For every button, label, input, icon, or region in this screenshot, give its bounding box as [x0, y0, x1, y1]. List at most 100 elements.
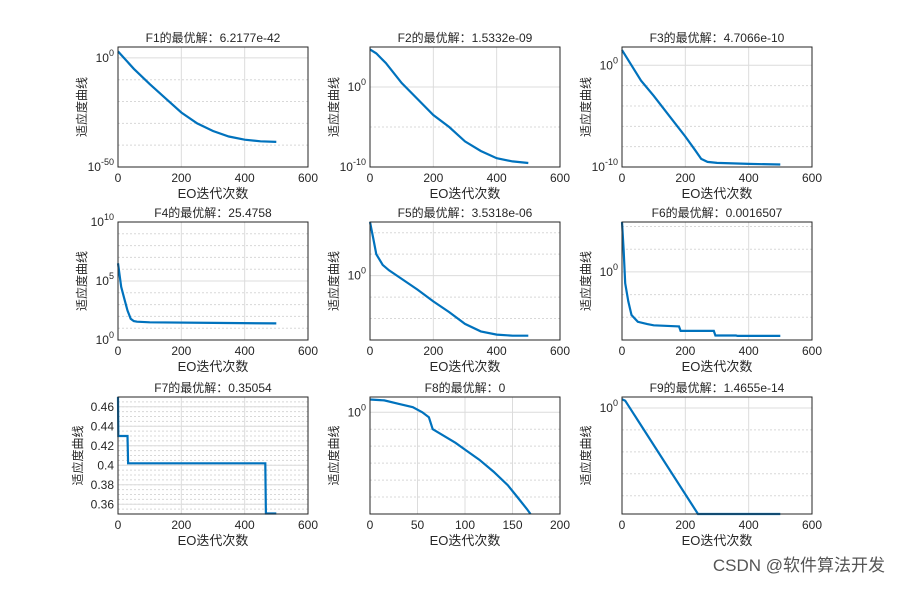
- y-tick-label: 100: [600, 262, 618, 279]
- x-axis-label: EO迭代次数: [682, 533, 753, 548]
- plot-area: [370, 222, 560, 340]
- plot-area: [118, 47, 308, 167]
- fitness-curve: [368, 221, 529, 337]
- y-axis-label: 适应度曲线: [70, 425, 85, 485]
- subplot-title: F5的最优解：3.5318e-06: [398, 205, 533, 220]
- subplot-1: 0 200 400 600 10-50 100 F1的最优解：6.2177e-42 EO迭代次…: [74, 30, 318, 201]
- x-tick-label: 600: [298, 344, 318, 358]
- y-tick-label: 10-10: [592, 157, 618, 174]
- x-tick-label: 400: [235, 344, 255, 358]
- y-tick-label: 100: [600, 55, 618, 72]
- plot-area: [622, 47, 812, 167]
- axes-box: [117, 221, 309, 341]
- x-tick-label: 200: [423, 344, 443, 358]
- y-axis-label: 适应度曲线: [578, 251, 593, 311]
- axes-box: [621, 396, 813, 515]
- y-tick-label: 0.46: [91, 400, 115, 414]
- y-axis-label: 适应度曲线: [74, 251, 89, 311]
- axes-box: [117, 46, 309, 168]
- x-tick-label: 200: [675, 344, 695, 358]
- x-tick-label: 0: [367, 171, 374, 185]
- x-tick-label: 600: [802, 518, 822, 532]
- subplot-title: F7的最优解：0.35054: [154, 380, 272, 395]
- y-tick-label: 100: [348, 402, 366, 419]
- subplot-title: F9的最优解：1.4655e-14: [650, 380, 785, 395]
- y-axis-label: 适应度曲线: [578, 77, 593, 137]
- y-tick-label: 0.38: [91, 478, 115, 492]
- x-tick-label: 200: [423, 171, 443, 185]
- x-axis-label: EO迭代次数: [178, 186, 249, 201]
- fitness-curve: [621, 49, 781, 166]
- y-axis-label: 适应度曲线: [326, 251, 341, 311]
- x-axis-label: EO迭代次数: [682, 359, 753, 374]
- y-tick-label: 100: [348, 266, 366, 283]
- x-axis-label: EO迭代次数: [430, 533, 501, 548]
- x-tick-label: 0: [115, 518, 122, 532]
- x-axis-label: EO迭代次数: [430, 359, 501, 374]
- x-tick-label: 0: [619, 171, 626, 185]
- x-tick-label: 400: [235, 171, 255, 185]
- x-tick-label: 200: [675, 171, 695, 185]
- x-tick-label: 400: [739, 171, 759, 185]
- plot-area: [622, 222, 812, 340]
- x-tick-label: 200: [171, 344, 191, 358]
- fitness-curve: [117, 50, 277, 143]
- x-tick-label: 200: [171, 518, 191, 532]
- x-tick-label: 600: [802, 344, 822, 358]
- subplot-title: F1的最优解：6.2177e-42: [146, 30, 281, 45]
- x-tick-label: 600: [550, 344, 570, 358]
- y-axis-label: 适应度曲线: [326, 77, 341, 137]
- axes-box: [621, 221, 813, 341]
- subplot-4: 0 200 400 600 100 105 1010 F4的最优解：25.4758 EO迭代次数…: [74, 205, 318, 374]
- x-tick-label: 0: [115, 171, 122, 185]
- fitness-curve: [369, 398, 532, 515]
- x-axis-label: EO迭代次数: [178, 533, 249, 548]
- x-axis-label: EO迭代次数: [430, 186, 501, 201]
- x-tick-label: 400: [487, 344, 507, 358]
- x-tick-label: 100: [455, 518, 475, 532]
- y-tick-label: 100: [348, 77, 366, 94]
- x-tick-label: 0: [367, 518, 374, 532]
- axes-box: [369, 396, 561, 515]
- x-tick-label: 0: [367, 344, 374, 358]
- x-tick-label: 600: [802, 171, 822, 185]
- x-tick-label: 200: [550, 518, 570, 532]
- x-tick-label: 400: [739, 518, 759, 532]
- x-tick-label: 0: [619, 344, 626, 358]
- axes-box: [621, 46, 813, 168]
- x-tick-label: 200: [675, 518, 695, 532]
- y-axis-label: 适应度曲线: [578, 425, 593, 485]
- x-tick-label: 600: [298, 171, 318, 185]
- y-tick-label: 0.4: [97, 458, 114, 472]
- fitness-curve: [116, 263, 277, 325]
- x-tick-label: 600: [550, 171, 570, 185]
- subplot-8: 0 50 100 150 200 100 F8的最优解：0 EO迭代次数 适应度曲线: [326, 380, 570, 548]
- axes-box: [369, 46, 561, 168]
- fitness-curve: [620, 221, 781, 337]
- plot-area: [370, 47, 560, 167]
- y-tick-label: 10-50: [88, 157, 114, 174]
- y-tick-label: 0.36: [91, 497, 115, 511]
- plot-area: [118, 397, 308, 514]
- x-tick-label: 50: [411, 518, 425, 532]
- x-tick-label: 400: [739, 344, 759, 358]
- y-tick-label: 105: [96, 271, 114, 288]
- axes-box: [369, 221, 561, 341]
- y-tick-label: 0.44: [91, 419, 115, 433]
- subplot-5: 0 200 400 600 100 F5的最优解：3.5318e-06 EO迭代次数 适应度曲…: [326, 205, 570, 374]
- subplot-title: F8的最优解：0: [425, 380, 506, 395]
- x-tick-label: 600: [298, 518, 318, 532]
- y-tick-label: 100: [96, 330, 114, 347]
- x-tick-label: 0: [115, 344, 122, 358]
- y-axis-label: 适应度曲线: [326, 425, 341, 485]
- y-tick-label: 100: [96, 48, 114, 65]
- x-tick-label: 400: [235, 518, 255, 532]
- y-tick-label: 10-10: [340, 157, 366, 174]
- x-tick-label: 150: [502, 518, 522, 532]
- subplot-2: 0 200 400 600 10-10 100 F2的最优解：1.5332e-09 EO迭代次…: [326, 30, 570, 201]
- y-axis-label: 适应度曲线: [74, 77, 89, 137]
- plot-area: [622, 397, 812, 514]
- subplot-9: 0 200 400 600 100 F9的最优解：1.4655e-14 EO迭代次数 适应度曲…: [578, 380, 822, 548]
